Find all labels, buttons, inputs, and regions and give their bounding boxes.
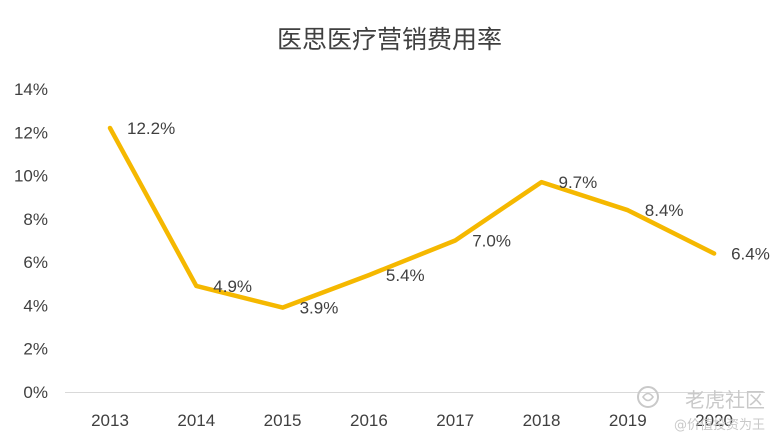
series-line — [107, 125, 717, 310]
y-tick-label: 0% — [23, 383, 48, 402]
x-tick-label: 2016 — [350, 411, 388, 430]
x-tick-label: 2018 — [523, 411, 561, 430]
data-label: 8.4% — [645, 201, 684, 220]
y-tick-label: 2% — [23, 340, 48, 359]
chart-title: 医思医疗营销费用率 — [276, 25, 502, 54]
tiger-logo-icon — [637, 386, 659, 408]
data-labels: 12.2% 4.9% 3.9% 5.4% 7.0% 9.7% 8.4% 6.4% — [127, 119, 770, 318]
y-tick-label: 12% — [14, 123, 48, 142]
x-tick-label: 2013 — [91, 411, 129, 430]
data-label: 12.2% — [127, 119, 175, 138]
x-tick-label: 2015 — [264, 411, 302, 430]
data-label: 6.4% — [731, 244, 770, 263]
x-tick-label: 2019 — [609, 411, 647, 430]
watermark-brand: 老虎社区 — [685, 388, 765, 412]
data-label: 5.4% — [386, 266, 425, 285]
x-tick-label: 2014 — [177, 411, 215, 430]
x-tick-label: 2017 — [436, 411, 474, 430]
data-label: 7.0% — [472, 232, 511, 251]
y-tick-label: 6% — [23, 253, 48, 272]
data-label: 4.9% — [213, 277, 252, 296]
y-tick-label: 10% — [14, 167, 48, 186]
y-tick-label: 4% — [23, 296, 48, 315]
y-tick-label: 14% — [14, 80, 48, 99]
watermark: 老虎社区 @价值投资为王 — [635, 384, 765, 438]
data-label: 9.7% — [559, 173, 598, 192]
data-label: 3.9% — [300, 299, 339, 318]
y-axis-ticks: 0% 2% 4% 6% 8% 10% 12% 14% — [14, 80, 48, 402]
x-tick-label: 2020 — [695, 411, 733, 430]
y-tick-label: 8% — [23, 210, 48, 229]
watermark-author: @价值投资为王 — [673, 418, 765, 433]
x-axis-ticks: 2013 2014 2015 2016 2017 2018 2019 2020 — [91, 411, 733, 430]
